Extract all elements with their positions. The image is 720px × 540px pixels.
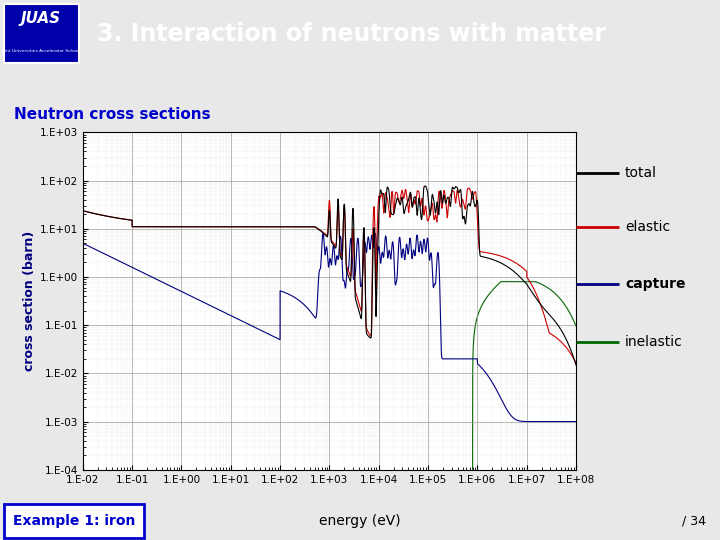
- Text: Example 1: iron: Example 1: iron: [13, 514, 135, 528]
- FancyBboxPatch shape: [4, 4, 79, 63]
- Text: elastic: elastic: [625, 220, 670, 234]
- Text: JUAS: JUAS: [21, 11, 61, 26]
- Text: energy (eV): energy (eV): [319, 514, 401, 528]
- Text: / 34: / 34: [682, 515, 706, 528]
- Text: Neutron cross sections: Neutron cross sections: [14, 107, 210, 122]
- Text: capture: capture: [625, 277, 685, 291]
- Y-axis label: cross section (barn): cross section (barn): [22, 231, 35, 371]
- FancyBboxPatch shape: [4, 504, 144, 538]
- Text: inelastic: inelastic: [625, 335, 683, 348]
- Text: Joint Universities Accelerator School: Joint Universities Accelerator School: [1, 49, 81, 52]
- Text: total: total: [625, 166, 657, 180]
- Text: 3. Interaction of neutrons with matter: 3. Interaction of neutrons with matter: [97, 22, 606, 46]
